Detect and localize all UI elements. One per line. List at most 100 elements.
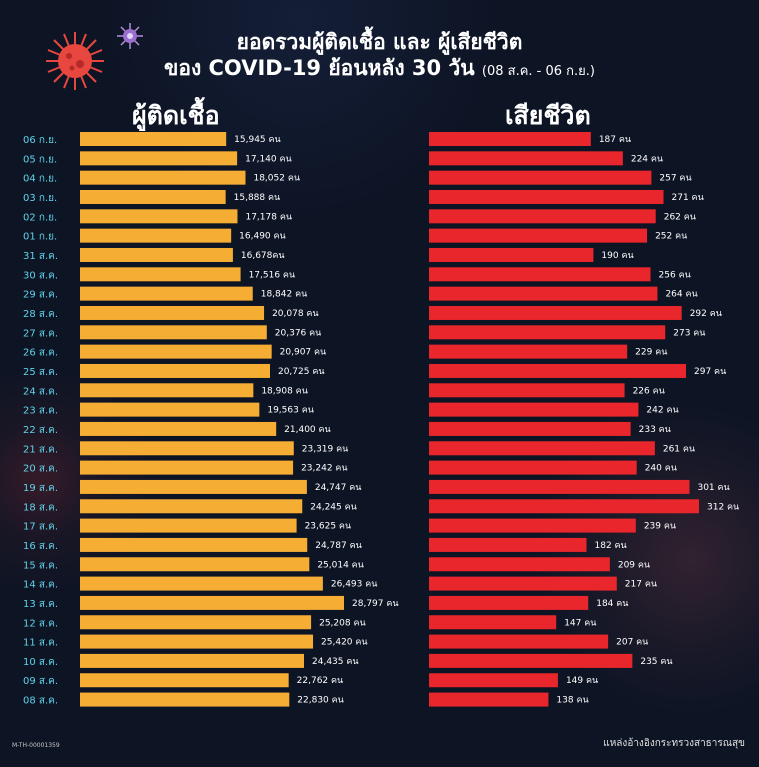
deaths-bar: [429, 460, 637, 475]
infected-bar: [80, 170, 246, 185]
deaths-bar: [429, 421, 631, 436]
date-label: 16 ส.ค.: [23, 541, 58, 552]
infected-bar: [80, 286, 253, 301]
infected-bar: [80, 595, 344, 610]
deaths-value-label: 226 คน: [633, 386, 665, 396]
deaths-bar: [429, 383, 625, 398]
date-label: 20 ส.ค.: [23, 464, 58, 475]
date-label: 24 ส.ค.: [23, 386, 58, 397]
deaths-value-label: 261 คน: [663, 444, 695, 454]
deaths-value-label: 149 คน: [566, 676, 598, 686]
infected-bar: [80, 634, 314, 649]
date-label: 06 ก.ย.: [23, 135, 57, 146]
deaths-bar: [429, 441, 655, 456]
infected-bar: [80, 673, 289, 688]
infected-value-label: 23,625 คน: [305, 522, 352, 532]
deaths-bar: [429, 479, 690, 494]
deaths-value-label: 229 คน: [635, 348, 667, 358]
deaths-value-label: 190 คน: [601, 251, 633, 261]
deaths-bar: [429, 576, 617, 591]
infected-column-title: ผู้ติดเชื้อ: [132, 101, 220, 130]
deaths-bar: [429, 228, 648, 243]
infected-value-label: 25,420 คน: [321, 638, 368, 648]
infected-value-label: 24,747 คน: [315, 483, 362, 493]
infected-bar: [80, 189, 226, 204]
date-label: 21 ส.ค.: [23, 444, 58, 455]
infected-bar: [80, 557, 310, 572]
deaths-bar: [429, 634, 609, 649]
virus-icon-purple: [117, 23, 143, 49]
deaths-bar: [429, 402, 639, 417]
footer-source: แหล่งอ้างอิงกระทรวงสาธารณสุข: [603, 738, 745, 749]
infected-value-label: 18,908 คน: [261, 386, 308, 396]
infected-bar: [80, 325, 267, 340]
infected-value-label: 20,725 คน: [278, 367, 325, 377]
deaths-bar: [429, 325, 666, 340]
infected-value-label: 17,140 คน: [245, 154, 292, 164]
infected-value-label: 22,762 คน: [297, 676, 344, 686]
infected-value-label: 21,400 คน: [284, 425, 331, 435]
deaths-value-label: 264 คน: [665, 290, 697, 300]
date-label: 28 ส.ค.: [23, 309, 58, 320]
infected-bar: [80, 615, 312, 630]
virus-icon-red: [46, 32, 104, 90]
infected-value-label: 25,208 คน: [319, 618, 366, 628]
date-label: 14 ส.ค.: [23, 580, 58, 591]
date-label: 09 ส.ค.: [23, 676, 58, 687]
infected-value-label: 24,787 คน: [315, 541, 362, 551]
infected-bar: [80, 247, 233, 262]
deaths-bar: [429, 209, 656, 224]
deaths-value-label: 147 คน: [564, 618, 596, 628]
infected-bar: [80, 499, 303, 514]
date-label: 08 ส.ค.: [23, 696, 58, 707]
deaths-value-label: 187 คน: [599, 135, 631, 145]
date-label: 23 ส.ค.: [23, 406, 58, 417]
date-label: 29 ส.ค.: [23, 290, 58, 301]
infected-value-label: 20,078 คน: [272, 309, 319, 319]
infected-value-label: 23,242 คน: [301, 464, 348, 474]
deaths-value-label: 312 คน: [707, 502, 739, 512]
infected-bar: [80, 305, 265, 320]
deaths-value-label: 184 คน: [596, 599, 628, 609]
date-label: 04 ก.ย.: [23, 174, 57, 185]
deaths-value-label: 273 คน: [673, 328, 705, 338]
infected-bar: [80, 151, 238, 166]
date-label: 25 ส.ค.: [23, 367, 58, 378]
footer-code: M-TH-00001359: [12, 742, 60, 749]
infected-bar: [80, 653, 305, 668]
date-label: 05 ก.ย.: [23, 154, 57, 165]
deaths-value-label: 257 คน: [659, 174, 691, 184]
infected-bar: [80, 383, 254, 398]
deaths-value-label: 233 คน: [639, 425, 671, 435]
infected-value-label: 24,435 คน: [312, 657, 359, 667]
infected-value-label: 15,945 คน: [234, 135, 281, 145]
deaths-bar: [429, 692, 549, 707]
deaths-bar: [429, 557, 610, 572]
deaths-bar: [429, 344, 628, 359]
date-label: 18 ส.ค.: [23, 502, 58, 513]
deaths-value-label: 292 คน: [690, 309, 722, 319]
date-label: 19 ส.ค.: [23, 483, 58, 494]
deaths-bar: [429, 653, 633, 668]
infected-bar: [80, 402, 260, 417]
deaths-bar: [429, 615, 557, 630]
date-label: 02 ก.ย.: [23, 212, 57, 223]
deaths-value-label: 256 คน: [659, 270, 691, 280]
date-label: 15 ส.ค.: [23, 560, 58, 571]
infected-bar: [80, 518, 297, 533]
infected-bar: [80, 441, 294, 456]
deaths-bar: [429, 132, 591, 146]
infected-value-label: 18,842 คน: [261, 290, 308, 300]
deaths-value-label: 138 คน: [556, 696, 588, 706]
infected-value-label: 20,907 คน: [280, 348, 327, 358]
deaths-value-label: 297 คน: [694, 367, 726, 377]
deaths-bar: [429, 170, 652, 185]
infected-bar: [80, 267, 241, 282]
infected-bar: [80, 460, 294, 475]
infected-value-label: 18,052 คน: [253, 174, 300, 184]
date-label: 13 ส.ค.: [23, 599, 58, 610]
chart-title-main: ของ COVID-19 ย้อนหลัง 30 วัน: [163, 56, 475, 80]
deaths-bar: [429, 189, 664, 204]
date-label: 22 ส.ค.: [23, 425, 58, 436]
infected-bar: [80, 344, 272, 359]
